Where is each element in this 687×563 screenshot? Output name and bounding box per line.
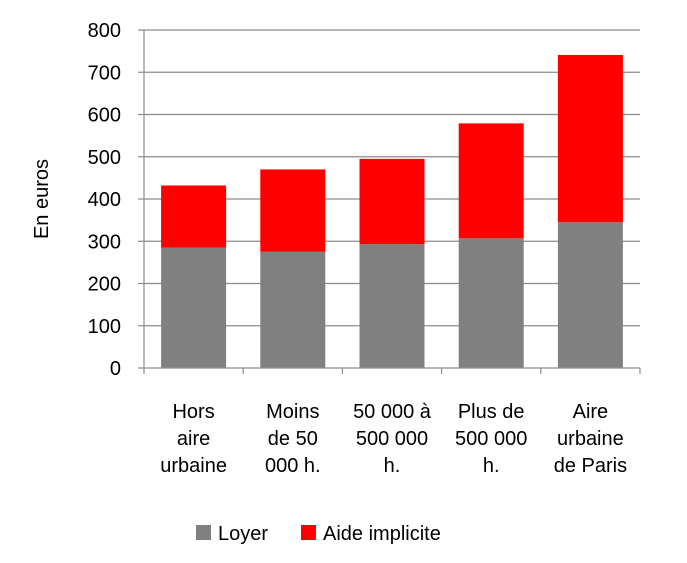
bar-aide-implicite [260,169,326,252]
y-axis-title: En euros [31,159,53,239]
y-tick-label: 300 [88,231,121,253]
bar-aide-implicite [557,54,623,223]
legend-label: Loyer [218,523,268,545]
y-tick-label: 500 [88,147,121,169]
axes [138,29,641,374]
y-tick-label: 0 [110,358,121,380]
bar-loyer [260,251,326,368]
x-tick-label: 50 000 à 500 000 h. [353,401,432,477]
bars [161,54,623,368]
bar-aide-implicite [458,123,524,239]
bar-loyer [458,238,524,368]
x-tick-label: Aire urbaine de Paris [554,401,627,477]
y-tick-label: 600 [88,105,121,127]
x-tick-label: Plus de 500 000 h. [455,401,527,477]
bar-loyer [359,244,425,368]
bar-loyer [557,222,623,368]
y-tick-label: 800 [88,20,121,42]
legend: Loyer Aide implicite [196,523,441,545]
y-tick-label: 100 [88,316,121,338]
legend-label: Aide implicite [323,523,441,545]
y-tick-label: 400 [88,189,121,211]
y-tick-label: 200 [88,274,121,296]
y-tick-labels: 0 100 200 300 400 500 600 700 800 [88,20,121,380]
bar-loyer [161,247,227,368]
y-tick-label: 700 [88,62,121,84]
bar-aide-implicite [161,185,227,248]
x-tick-label: Hors aire urbaine [160,401,227,477]
legend-swatch-aide-implicite [301,525,316,540]
legend-swatch-loyer [196,525,211,540]
x-tick-label: Moins de 50 000 h. [265,401,321,477]
bar-aide-implicite [359,158,425,245]
